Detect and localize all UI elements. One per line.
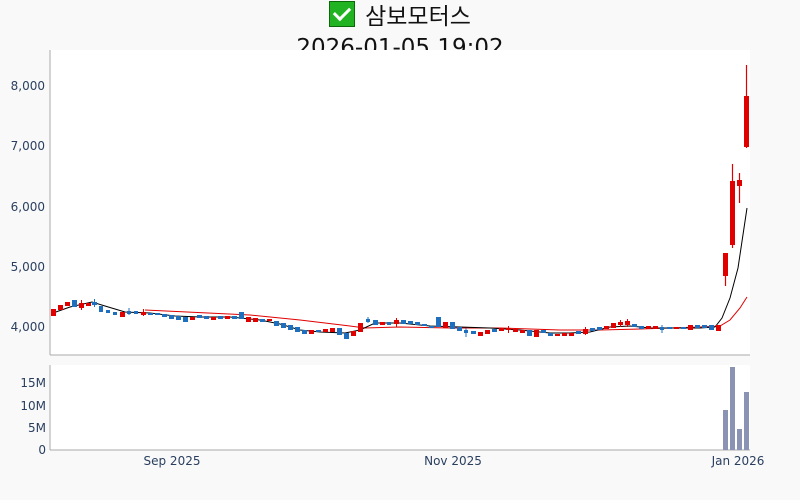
svg-text:6,000: 6,000	[11, 200, 45, 214]
check-mark-icon	[329, 1, 356, 27]
svg-text:Sep 2025: Sep 2025	[144, 454, 201, 468]
svg-text:10M: 10M	[20, 399, 46, 413]
svg-text:4,000: 4,000	[11, 320, 45, 334]
volume-bars	[723, 367, 749, 450]
svg-text:5,000: 5,000	[11, 260, 45, 274]
long-moving-average-line	[144, 296, 748, 331]
chart-title-name: 삼보모터스	[0, 1, 800, 32]
price-plot-area	[50, 50, 750, 355]
volume-y-axis: 0 5M 10M 15M	[20, 376, 46, 457]
svg-text:15M: 15M	[20, 376, 46, 390]
candlesticks	[51, 65, 749, 339]
svg-text:8,000: 8,000	[11, 79, 45, 93]
svg-text:7,000: 7,000	[11, 139, 45, 153]
volume-plot-area	[50, 365, 750, 450]
svg-text:5M: 5M	[28, 421, 46, 435]
svg-text:Jan 2026: Jan 2026	[711, 454, 765, 468]
price-y-axis: 4,000 5,000 6,000 7,000 8,000	[11, 79, 45, 334]
svg-text:0: 0	[38, 443, 46, 457]
stock-name: 삼보모터스	[365, 4, 471, 30]
svg-text:Nov 2025: Nov 2025	[424, 454, 482, 468]
x-axis-labels: Sep 2025 Nov 2025 Jan 2026	[144, 454, 765, 468]
